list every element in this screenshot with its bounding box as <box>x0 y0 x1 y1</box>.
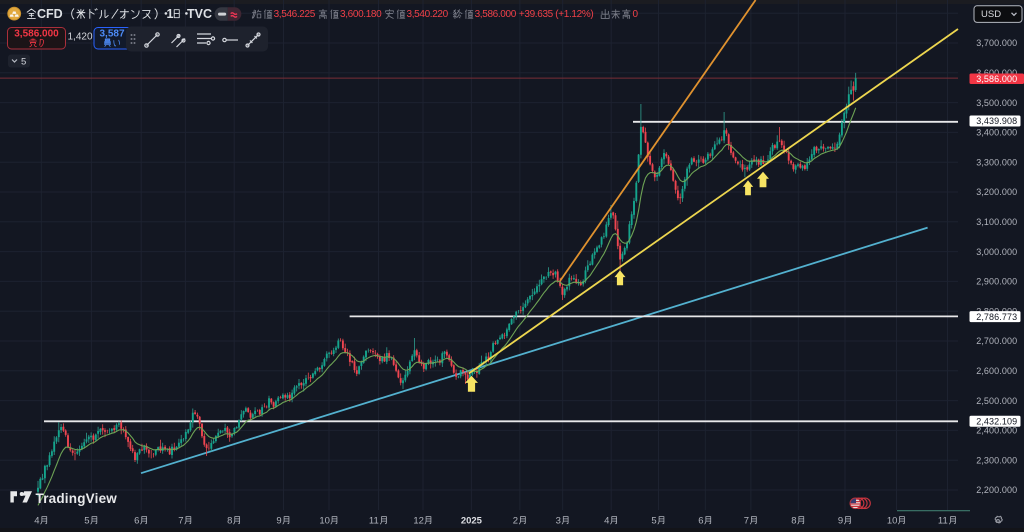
svg-text:2,400.000: 2,400.000 <box>976 426 1017 436</box>
svg-text:9: 9 <box>838 516 843 527</box>
svg-text:3,700.000: 3,700.000 <box>976 38 1017 48</box>
svg-text:6: 6 <box>698 516 703 527</box>
svg-text:3,540.220: 3,540.220 <box>407 9 449 20</box>
svg-text:8: 8 <box>791 516 796 527</box>
svg-text:USD: USD <box>981 9 1001 20</box>
svg-text:4: 4 <box>604 516 609 527</box>
svg-text:2,900.000: 2,900.000 <box>976 277 1017 287</box>
svg-text:3,600.000: 3,600.000 <box>976 68 1017 78</box>
svg-text:7: 7 <box>744 516 749 527</box>
svg-text:5: 5 <box>21 57 26 68</box>
svg-text:3: 3 <box>556 516 561 527</box>
svg-text:0: 0 <box>633 9 639 20</box>
svg-text:3,000.000: 3,000.000 <box>976 247 1017 257</box>
svg-text:3,300.000: 3,300.000 <box>976 157 1017 167</box>
svg-text:2,786.773: 2,786.773 <box>976 312 1017 322</box>
svg-text:TradingView: TradingView <box>36 491 118 506</box>
svg-text:3,500.000: 3,500.000 <box>976 98 1017 108</box>
svg-text:3,587: 3,587 <box>99 29 124 40</box>
svg-text:10: 10 <box>319 516 330 527</box>
svg-text:2025: 2025 <box>461 516 483 527</box>
svg-text:2,700.000: 2,700.000 <box>976 336 1017 346</box>
svg-text:3,200.000: 3,200.000 <box>976 187 1017 197</box>
svg-text:8: 8 <box>227 516 232 527</box>
svg-text:9: 9 <box>276 516 281 527</box>
svg-text:2,200.000: 2,200.000 <box>976 485 1017 495</box>
svg-text:5: 5 <box>84 516 89 527</box>
svg-text:3,600.180: 3,600.180 <box>340 9 382 20</box>
svg-text:11: 11 <box>369 516 379 527</box>
svg-text:CFD: CFD <box>37 7 63 21</box>
svg-text:11: 11 <box>938 516 948 527</box>
svg-text:TVC: TVC <box>187 7 212 21</box>
svg-text:10: 10 <box>887 516 898 527</box>
svg-text:3,546.225: 3,546.225 <box>274 9 316 20</box>
svg-text:2,432.109: 2,432.109 <box>976 416 1017 426</box>
svg-text:2,500.000: 2,500.000 <box>976 396 1017 406</box>
svg-text:+39.635 (+1.12%): +39.635 (+1.12%) <box>519 9 593 20</box>
svg-text:3,400.000: 3,400.000 <box>976 128 1017 138</box>
svg-text:5: 5 <box>651 516 656 527</box>
svg-text:3,439.908: 3,439.908 <box>976 116 1017 126</box>
svg-text:2,300.000: 2,300.000 <box>976 455 1017 465</box>
svg-text:3,586.000: 3,586.000 <box>14 29 59 40</box>
svg-text:12: 12 <box>413 516 424 527</box>
svg-text:3,586.000: 3,586.000 <box>976 74 1017 84</box>
svg-text:4: 4 <box>34 516 39 527</box>
svg-text:3,586.000: 3,586.000 <box>475 9 517 20</box>
svg-text:2,600.000: 2,600.000 <box>976 366 1017 376</box>
svg-text:6: 6 <box>134 516 139 527</box>
svg-text:3,100.000: 3,100.000 <box>976 217 1017 227</box>
svg-text:1: 1 <box>167 7 174 21</box>
svg-text:1,420: 1,420 <box>67 32 92 43</box>
svg-text:2: 2 <box>513 516 518 527</box>
svg-text:7: 7 <box>178 516 183 527</box>
